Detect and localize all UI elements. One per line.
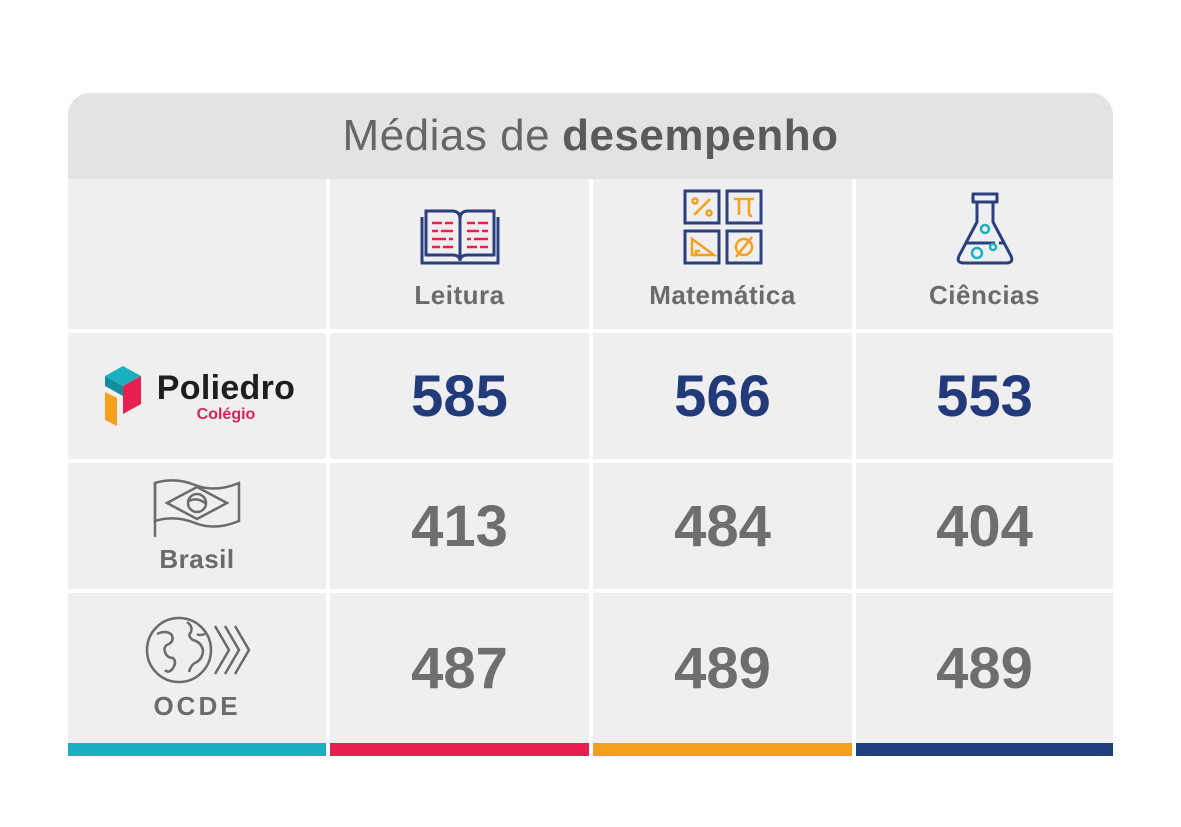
score-value: 413 — [411, 493, 508, 559]
color-bar-matematica — [593, 743, 852, 756]
score-cell: 489 — [593, 593, 852, 743]
title-bar: Médias de desempenho — [68, 93, 1113, 179]
ocde-globe-icon — [143, 614, 251, 691]
score-cell: 585 — [330, 333, 589, 459]
score-cell: 484 — [593, 463, 852, 589]
column-label: Matemática — [649, 280, 796, 310]
title-bold: desempenho — [562, 111, 839, 160]
score-value: 404 — [936, 493, 1033, 559]
score-value: 489 — [936, 635, 1033, 701]
row-header-ocde: OCDE — [68, 593, 326, 743]
flask-icon — [953, 191, 1017, 272]
column-label: Leitura — [414, 280, 505, 310]
score-cell: 413 — [330, 463, 589, 589]
score-cell: 553 — [856, 333, 1113, 459]
book-icon — [418, 201, 502, 272]
row-label: Brasil — [159, 544, 235, 574]
score-value: 553 — [936, 363, 1033, 429]
color-bars — [68, 743, 1113, 756]
color-bar-ciencias — [856, 743, 1113, 756]
score-value: 566 — [674, 363, 771, 429]
score-cell: 566 — [593, 333, 852, 459]
score-cell: 489 — [856, 593, 1113, 743]
column-header-matematica: Matemática — [593, 179, 852, 329]
row-header-poliedro: Poliedro Colégio — [68, 333, 326, 459]
math-symbols-icon — [681, 187, 765, 272]
score-cell: 487 — [330, 593, 589, 743]
row-header-brasil: Brasil — [68, 463, 326, 589]
color-bar-leitura — [330, 743, 589, 756]
corner-cell — [68, 179, 326, 329]
column-label: Ciências — [929, 280, 1040, 310]
score-value: 585 — [411, 363, 508, 429]
column-header-ciencias: Ciências — [856, 179, 1113, 329]
poliedro-logo: Poliedro Colégio — [99, 364, 295, 428]
color-bar-rows — [68, 743, 326, 756]
row-label: OCDE — [153, 691, 241, 721]
column-header-leitura: Leitura — [330, 179, 589, 329]
title-light: Médias de — [342, 111, 551, 160]
poliedro-cube-icon — [104, 366, 141, 426]
score-value: 489 — [674, 635, 771, 701]
score-cell: 404 — [856, 463, 1113, 589]
brazil-flag-icon — [151, 477, 243, 544]
poliedro-name: Poliedro — [156, 368, 296, 407]
score-value: 487 — [411, 635, 508, 701]
score-value: 484 — [674, 493, 771, 559]
scores-table: Leitura Matemática — [68, 179, 1113, 743]
poliedro-sub: Colégio — [196, 405, 256, 423]
performance-card: Médias de desempenho — [68, 93, 1113, 756]
